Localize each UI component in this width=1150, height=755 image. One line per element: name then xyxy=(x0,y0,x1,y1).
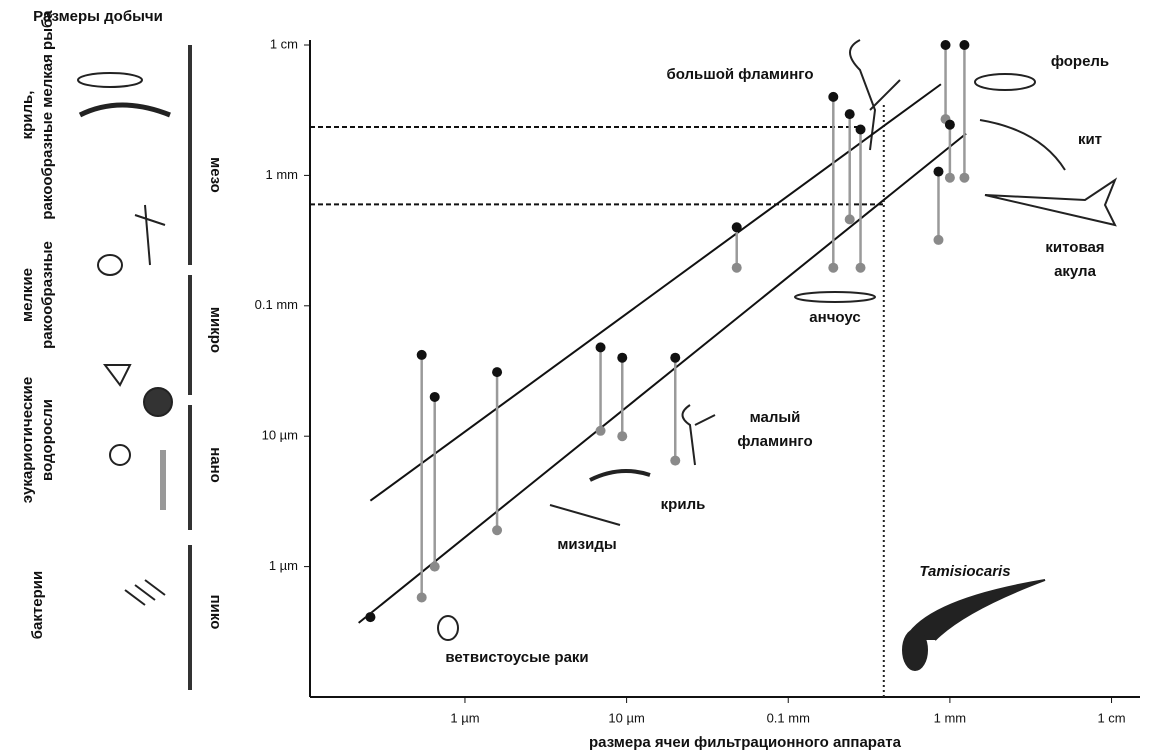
range-bottom xyxy=(417,592,427,602)
range-top xyxy=(732,222,742,232)
annotation: форель xyxy=(1051,53,1109,70)
range-bottom xyxy=(959,173,969,183)
x-tick-label: 10 µm xyxy=(608,710,644,725)
fit-line xyxy=(359,134,966,623)
annotation: китовая xyxy=(1045,239,1104,256)
range-bottom xyxy=(617,431,627,441)
y-tick-label: 1 cm xyxy=(270,36,298,51)
figure: размера ячеи фильтрационного аппарата Ра… xyxy=(0,0,1150,755)
annotation: ветвистоусые раки xyxy=(445,649,588,666)
x-tick-label: 1 mm xyxy=(934,710,967,725)
y-tick-label: 1 mm xyxy=(266,167,299,182)
range-bottom xyxy=(596,426,606,436)
prey-group-label: водоросли xyxy=(39,399,56,481)
size-class-label: микро xyxy=(207,307,224,353)
range-top xyxy=(828,92,838,102)
range-bottom xyxy=(492,525,502,535)
range-bottom xyxy=(845,214,855,224)
x-tick-label: 1 µm xyxy=(450,710,479,725)
range-top xyxy=(596,342,606,352)
range-bottom xyxy=(430,562,440,572)
range-top xyxy=(492,367,502,377)
annotation: кит xyxy=(1078,131,1102,148)
size-class-label: мезо xyxy=(207,157,224,193)
prey-group-label: криль, xyxy=(19,91,36,140)
annotation: Tamisiocaris xyxy=(919,563,1010,580)
range-bottom xyxy=(670,456,680,466)
range-bottom xyxy=(945,173,955,183)
range-top xyxy=(945,120,955,130)
y-tick-label: 1 µm xyxy=(269,558,298,573)
prey-group-label: эукариотические xyxy=(19,377,36,503)
range-top xyxy=(430,392,440,402)
x-axis-title: размера ячеи фильтрационного аппарата xyxy=(589,734,902,751)
range-top xyxy=(933,167,943,177)
y-tick-label: 0.1 mm xyxy=(255,297,298,312)
range-top xyxy=(856,124,866,134)
prey-group-label: ракообразные мелкая рыба xyxy=(39,10,56,220)
range-top xyxy=(417,350,427,360)
range-top xyxy=(617,353,627,363)
annotation: анчоус xyxy=(809,309,860,326)
range-top xyxy=(941,40,951,50)
range-bottom xyxy=(828,263,838,273)
x-tick-label: 0.1 mm xyxy=(767,710,810,725)
range-top xyxy=(845,109,855,119)
prey-group-label: бактерии xyxy=(29,571,46,639)
annotation: фламинго xyxy=(737,433,812,450)
range-top xyxy=(959,40,969,50)
annotation: мизиды xyxy=(557,536,616,553)
prey-group-label: мелкие xyxy=(19,268,36,322)
range-bottom xyxy=(933,235,943,245)
annotation: малый xyxy=(750,409,801,426)
annotation: криль xyxy=(661,496,706,513)
size-class-label: пико xyxy=(207,595,224,630)
range-top xyxy=(670,353,680,363)
x-tick-label: 1 cm xyxy=(1097,710,1125,725)
range-top xyxy=(365,612,375,622)
annotation: акула xyxy=(1054,263,1097,280)
y-tick-label: 10 µm xyxy=(262,428,298,443)
range-bottom xyxy=(732,263,742,273)
annotation: большой фламинго xyxy=(666,66,813,83)
prey-group-label: ракообразные xyxy=(39,241,56,349)
range-bottom xyxy=(856,263,866,273)
size-class-label: нано xyxy=(207,447,224,483)
